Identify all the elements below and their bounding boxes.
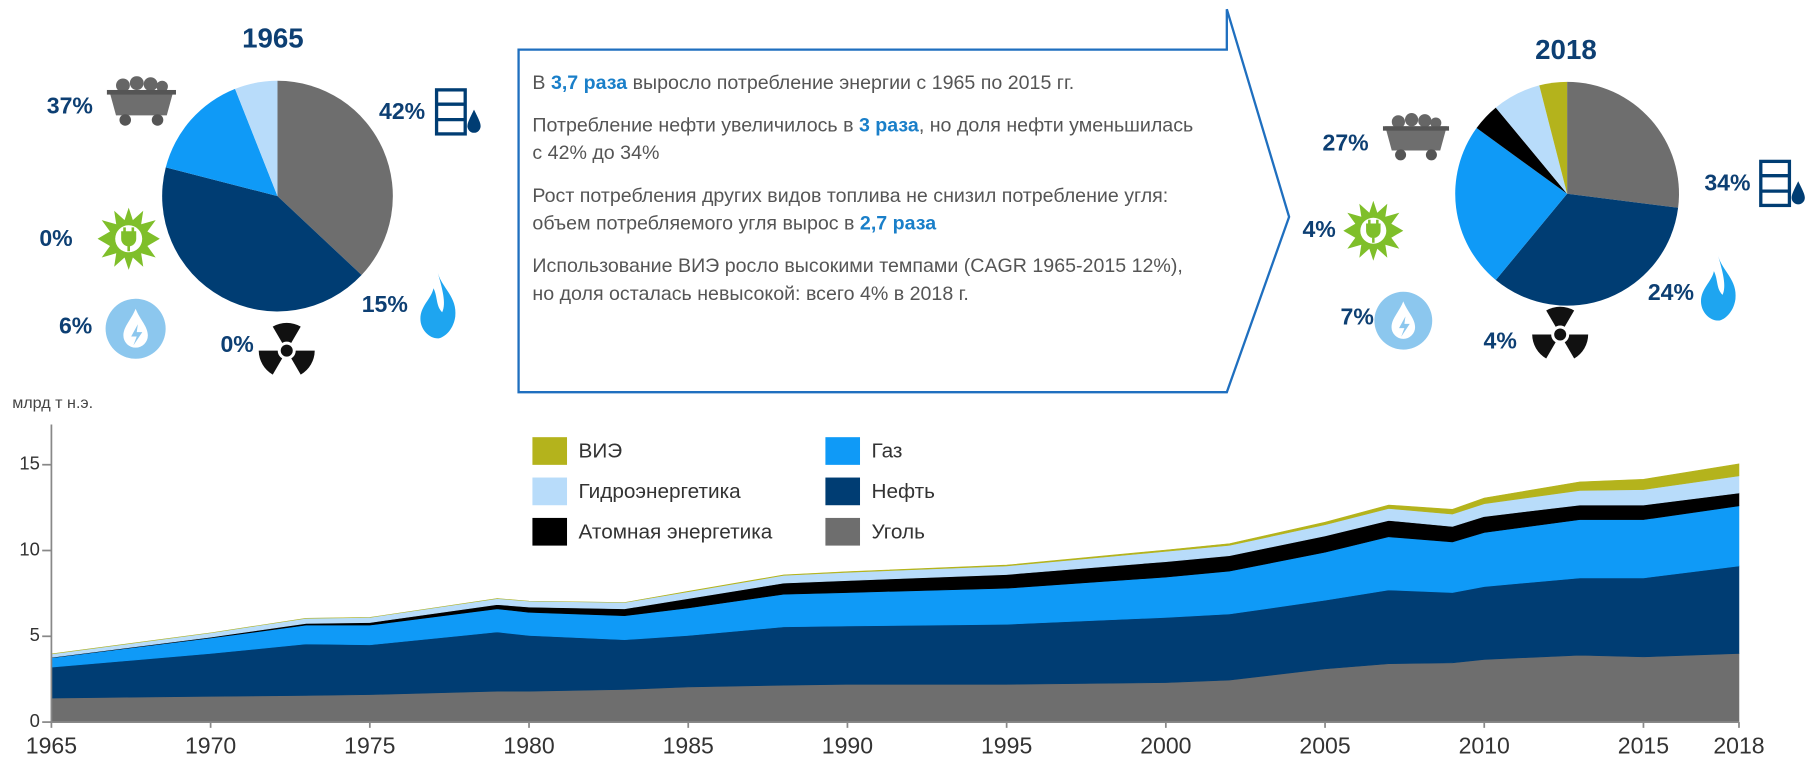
pie-value-label: 34% — [1704, 170, 1750, 196]
callout-text: В 3,7 раза выросло потребление энергии с… — [532, 69, 1201, 308]
callout-arrow — [517, 8, 1291, 394]
callout-highlight: 3,7 раза — [550, 71, 628, 94]
x-tick-label: 1975 — [344, 733, 395, 759]
coal-icon — [106, 76, 176, 126]
legend-label: ВИЭ — [579, 440, 623, 463]
x-tick-label: 1985 — [663, 733, 714, 759]
callout-paragraph: Использование ВИЭ росло высокими темпами… — [532, 253, 1201, 308]
legend-swatch — [825, 517, 861, 546]
x-tick-label: 1965 — [26, 733, 77, 759]
pie-slice — [1495, 85, 1568, 194]
legend-label: Атомная энергетика — [579, 520, 773, 543]
pie-slice — [1455, 128, 1568, 280]
pie-value-label: 4% — [1302, 216, 1335, 242]
pie-slice — [1567, 81, 1679, 208]
callout: В 3,7 раза выросло потребление энергии с… — [532, 69, 1201, 308]
legend-swatch — [825, 437, 861, 465]
pie-value-label: 6% — [59, 313, 92, 339]
x-tick-label: 2018 — [1713, 733, 1764, 759]
pie-slice — [1476, 107, 1568, 194]
renewables-icon — [1343, 200, 1404, 261]
gas-icon — [420, 272, 456, 339]
legend-label: Газ — [872, 440, 903, 463]
y-tick-label: 15 — [19, 453, 40, 474]
pie-value-label: 0% — [220, 331, 253, 357]
legend-swatch — [532, 477, 568, 506]
legend-label: Уголь — [872, 520, 925, 543]
pie-value-label: 4% — [1484, 328, 1517, 354]
pie-slice — [165, 88, 278, 197]
callout-run: В — [532, 71, 551, 94]
pie-value-label: 15% — [362, 291, 408, 317]
pie-slice — [162, 167, 362, 312]
callout-run: Потребление нефти увеличилось в — [532, 114, 859, 137]
callout-run: , но доля нефти уменьшилась с 42% до 34% — [532, 114, 1194, 164]
x-tick-label: 2005 — [1299, 733, 1350, 759]
oil-icon — [434, 88, 483, 136]
callout-paragraph: Потребление нефти увеличилось в 3 раза, … — [532, 112, 1201, 167]
pie-slice — [1495, 193, 1679, 306]
callout-run: Использование ВИЭ росло высокими темпами… — [532, 254, 1183, 305]
pie-slice — [277, 80, 393, 276]
y-axis-label: млрд т н.э. — [12, 394, 93, 412]
x-tick-label: 1970 — [185, 733, 236, 759]
callout-paragraph: Рост потребления других видов топлива не… — [532, 182, 1201, 237]
callout-highlight: 3 раза — [858, 114, 919, 137]
coal-icon — [1382, 113, 1450, 161]
pie-value-label: 0% — [39, 225, 72, 251]
y-tick-label: 10 — [19, 538, 40, 559]
pie-value-label: 7% — [1341, 303, 1374, 329]
callout-paragraph: В 3,7 раза выросло потребление энергии с… — [532, 69, 1201, 97]
pie-value-label: 24% — [1648, 279, 1694, 305]
pie-slice — [1539, 81, 1568, 194]
callout-highlight: 2,7 раза — [859, 212, 937, 235]
legend-label: Гидроэнергетика — [579, 480, 742, 503]
y-tick-label: 5 — [30, 624, 40, 645]
area-layer — [51, 463, 1740, 655]
legend-swatch — [825, 477, 861, 506]
pie-value-label: 42% — [379, 98, 425, 124]
pie-value-label: 37% — [47, 92, 93, 118]
pie-title: 2018 — [1535, 34, 1597, 65]
pie-value-label: 27% — [1323, 129, 1369, 155]
renewables-icon — [97, 207, 160, 270]
x-tick-label: 2015 — [1618, 733, 1669, 759]
legend-label: Нефть — [872, 480, 935, 503]
x-tick-label: 1990 — [822, 733, 873, 759]
x-tick-label: 2000 — [1140, 733, 1191, 759]
x-tick-label: 1980 — [503, 733, 554, 759]
callout-run: Рост потребления других видов топлива не… — [532, 184, 1169, 235]
legend-swatch — [532, 517, 568, 546]
callout-run: выросло потребление энергии с 1965 по 20… — [627, 71, 1075, 94]
oil-icon — [1759, 159, 1807, 208]
hydro-icon — [105, 298, 166, 359]
nuclear-icon — [1532, 306, 1589, 359]
y-tick-label: 0 — [30, 710, 40, 731]
pie-title: 1965 — [242, 23, 304, 54]
x-tick-label: 2010 — [1459, 733, 1510, 759]
legend-swatch — [532, 437, 568, 465]
hydro-icon — [1374, 291, 1433, 350]
x-tick-label: 1995 — [981, 733, 1032, 759]
pie-slice — [235, 80, 278, 197]
gas-icon — [1700, 256, 1736, 321]
nuclear-icon — [258, 322, 315, 375]
